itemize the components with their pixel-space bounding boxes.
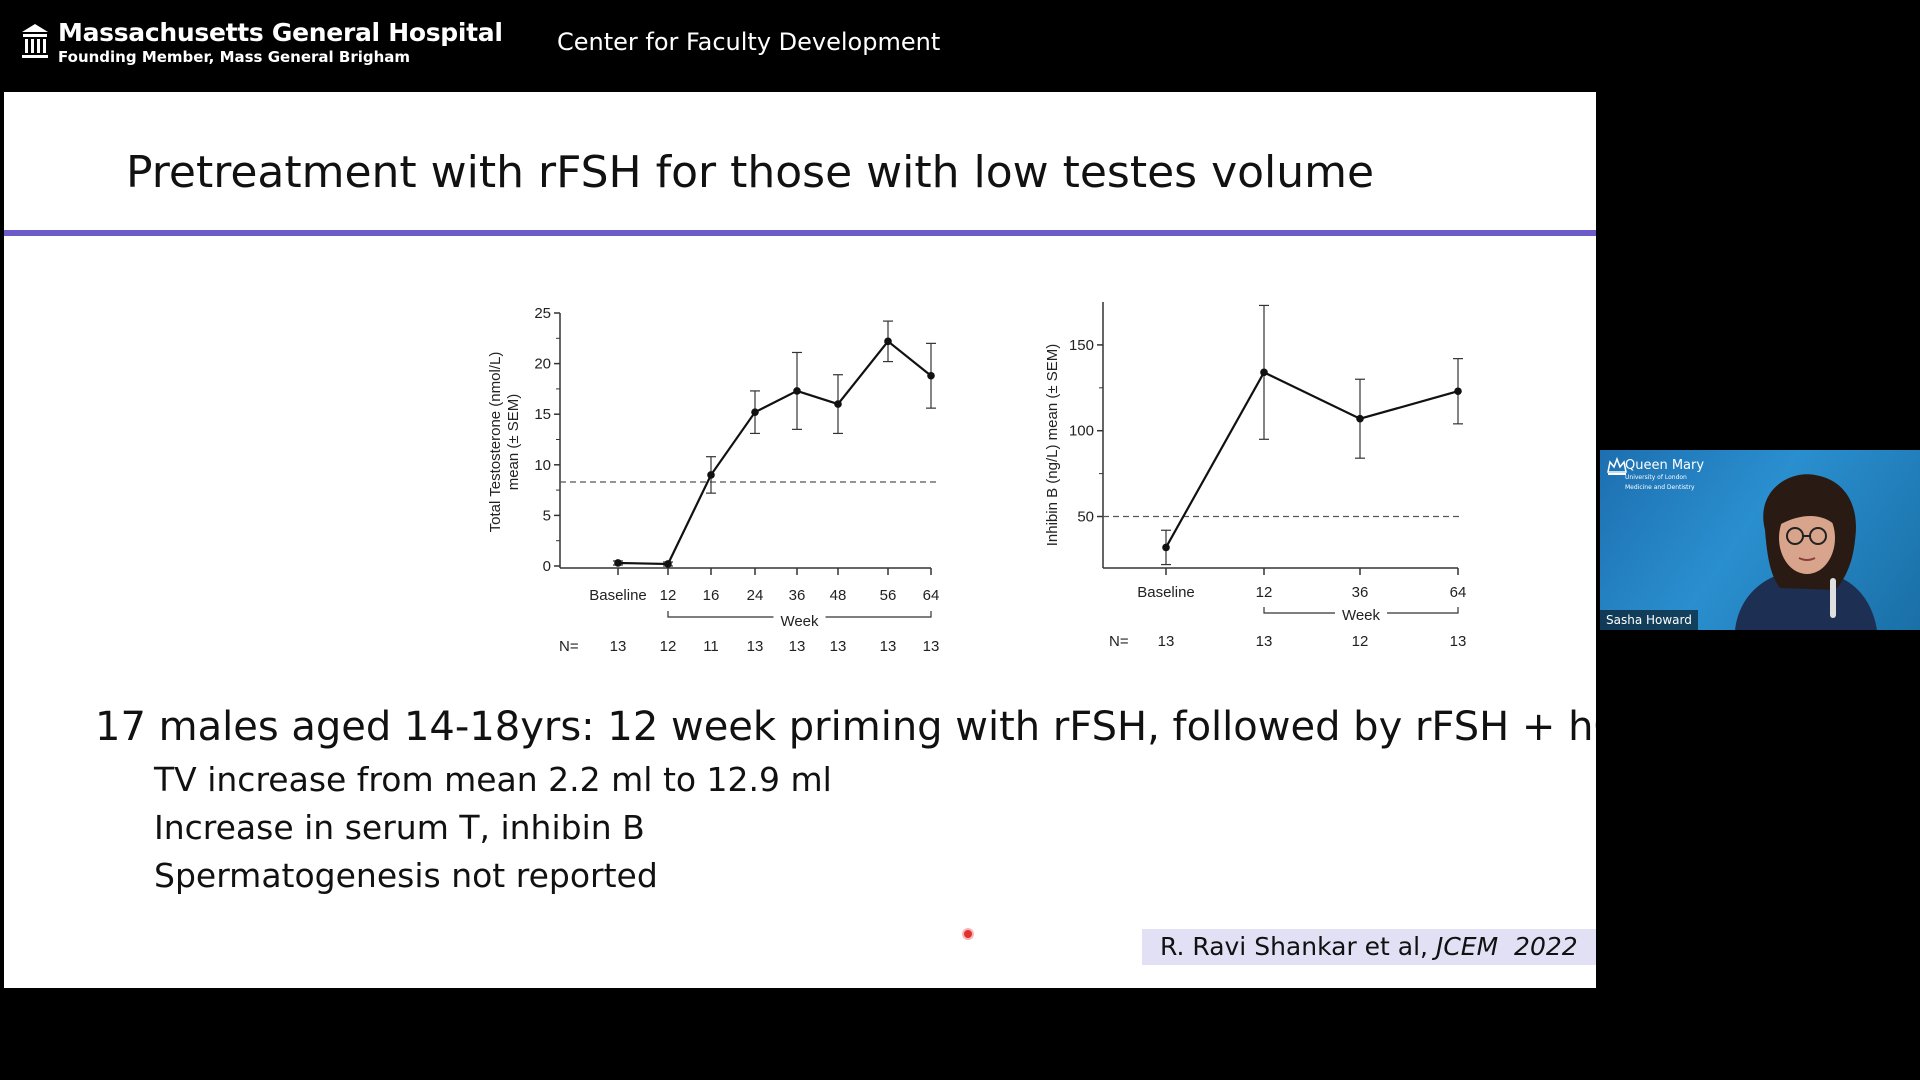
n-value: 13: [1256, 633, 1273, 650]
sub-bullet-1: TV increase from mean 2.2 ml to 12.9 ml: [154, 760, 832, 799]
citation-year: 2022: [1498, 932, 1578, 961]
charts-area: 0 5 10 15 20 25 Baseline 13 12 12 16 11 24 13 36 13 48 13…: [487, 302, 1467, 655]
slide-title: Pretreatment with rFSH for those with lo…: [126, 147, 1375, 198]
x-tick-label: 36: [789, 587, 806, 604]
n-value: 13: [747, 638, 764, 655]
hospital-building-icon: [22, 24, 48, 58]
data-point: [707, 471, 715, 479]
x-tick-label: 24: [747, 587, 764, 604]
center-title: Center for Faculty Development: [557, 28, 941, 56]
data-point: [1356, 414, 1364, 423]
data-point: [927, 371, 935, 380]
y-tick-label: 10: [534, 457, 551, 474]
n-value: 13: [1450, 633, 1467, 650]
y-tick-label: 150: [1069, 337, 1094, 354]
x-tick-label: 12: [1256, 584, 1273, 601]
org-subtitle-1: University of London: [1625, 474, 1687, 481]
hospital-name: Massachusetts General Hospital: [58, 18, 503, 47]
y-tick-label: 0: [543, 558, 551, 575]
n-value: 12: [1352, 633, 1369, 650]
laser-pointer-dot: [962, 928, 974, 940]
n-value: 13: [1158, 633, 1175, 650]
week-bracket-right: [1387, 607, 1459, 614]
series-line: [617, 339, 932, 566]
x-tick-label: Baseline: [1137, 584, 1195, 601]
n-value: 13: [789, 638, 806, 655]
data-point: [884, 337, 892, 346]
week-bracket-left: [1263, 607, 1335, 614]
data-point: [793, 387, 801, 395]
y-tick-label: 20: [534, 356, 551, 373]
y-tick-label: 50: [1077, 509, 1094, 526]
bullet-main: 17 males aged 14-18yrs: 12 week priming …: [95, 704, 1596, 750]
x-tick-label: Baseline: [589, 587, 647, 604]
data-point: [1454, 387, 1462, 396]
n-label: N=: [1109, 633, 1129, 650]
citation-journal: JCEM: [1435, 932, 1499, 961]
y-tick-label: 25: [534, 305, 551, 322]
n-value: 11: [703, 638, 719, 655]
citation-box: R. Ravi Shankar et al, JCEM 2022: [1142, 929, 1596, 965]
citation-authors: R. Ravi Shankar et al,: [1160, 932, 1436, 961]
x-axis-label: Week: [780, 613, 819, 630]
week-bracket-left: [667, 611, 774, 618]
participant-video-tile[interactable]: Queen Mary University of London Medicine…: [1600, 450, 1920, 630]
n-value: 13: [880, 638, 897, 655]
n-value: 13: [610, 638, 627, 655]
week-bracket-right: [825, 611, 932, 618]
data-point: [614, 559, 622, 567]
x-tick-label: 64: [923, 587, 940, 604]
x-tick-label: 12: [660, 587, 677, 604]
n-value: 13: [830, 638, 847, 655]
y-tick-label: 15: [534, 406, 551, 423]
org-name: Queen Mary: [1625, 458, 1705, 473]
x-axis-label: Week: [1342, 607, 1381, 624]
data-point: [834, 400, 842, 408]
org-subtitle-2: Medicine and Dentistry: [1625, 484, 1695, 491]
sub-bullet-2: Increase in serum T, inhibin B: [154, 808, 645, 847]
data-point: [751, 408, 759, 416]
y-axis-label: Inhibin B (ng/L) mean (± SEM): [1044, 344, 1061, 546]
y-axis-label-line2: mean (± SEM): [505, 394, 522, 491]
queen-mary-crown-icon: [1607, 456, 1627, 475]
data-point: [1260, 368, 1268, 377]
data-point: [664, 560, 672, 568]
n-label: N=: [559, 638, 579, 655]
y-tick-label: 5: [543, 507, 551, 524]
meeting-header: Massachusetts General Hospital Founding …: [0, 0, 1920, 92]
participant-video-feed: [1735, 474, 1877, 630]
x-tick-label: 16: [703, 587, 720, 604]
x-tick-label: 48: [830, 587, 847, 604]
y-tick-label: 100: [1069, 423, 1094, 440]
data-point: [1162, 543, 1170, 552]
x-tick-label: 36: [1352, 584, 1369, 601]
hospital-subtitle: Founding Member, Mass General Brigham: [58, 48, 411, 66]
y-axis-label: Total Testosterone (nmol/L): [487, 352, 504, 533]
sub-bullet-3: Spermatogenesis not reported: [154, 856, 658, 895]
presentation-slide: Pretreatment with rFSH for those with lo…: [4, 92, 1596, 988]
x-tick-label: 64: [1450, 584, 1467, 601]
title-divider: [4, 230, 1596, 236]
series-line: [1165, 370, 1459, 548]
n-value: 12: [660, 638, 677, 655]
x-tick-label: 56: [880, 587, 897, 604]
n-value: 13: [923, 638, 940, 655]
participant-name: Sasha Howard: [1600, 610, 1698, 630]
